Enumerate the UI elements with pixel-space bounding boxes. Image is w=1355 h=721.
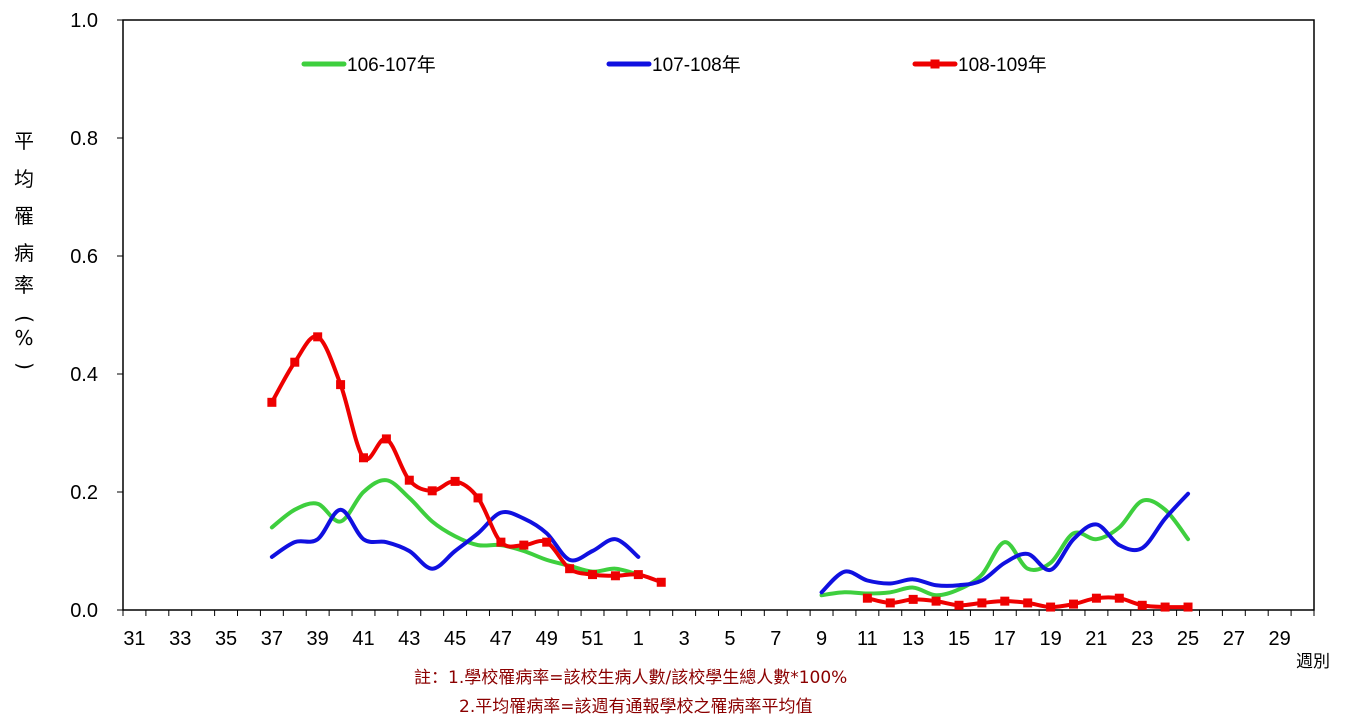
x-tick-label: 39	[307, 628, 329, 650]
x-tick-label: 35	[215, 628, 237, 650]
x-tick-label: 23	[1131, 628, 1153, 650]
data-point	[381, 434, 391, 444]
plot-area	[122, 19, 1315, 611]
data-point	[885, 598, 895, 608]
legend-item: 106-107年	[301, 54, 436, 76]
data-point	[954, 600, 964, 610]
data-point	[1183, 602, 1193, 612]
data-point	[450, 476, 460, 486]
data-point	[1023, 598, 1033, 608]
x-tick-label: 29	[1269, 628, 1291, 650]
x-axis-title: 週別	[1296, 652, 1330, 672]
x-tick-label: 37	[261, 628, 283, 650]
x-tick-label: 45	[444, 628, 466, 650]
x-tick-label: 19	[1039, 628, 1061, 650]
series-3	[267, 332, 1193, 612]
data-point	[1091, 593, 1101, 603]
x-tick-label: 17	[994, 628, 1016, 650]
x-tick-label: 5	[724, 628, 735, 650]
x-tick-label: 43	[398, 628, 420, 650]
x-tick-label: 13	[902, 628, 924, 650]
legend-label: 106-107年	[347, 54, 436, 76]
data-point	[1137, 600, 1147, 610]
x-tick-label: 21	[1085, 628, 1107, 650]
data-point	[633, 570, 643, 580]
y-tick-label: 0.4	[70, 364, 98, 386]
series-layer	[267, 332, 1193, 612]
data-point	[358, 453, 368, 463]
series-1	[269, 478, 1191, 598]
x-tick-label: 1	[633, 628, 644, 650]
data-point	[473, 493, 483, 503]
y-axis-title-char: 罹	[14, 204, 34, 228]
y-axis-title-char: 均	[14, 167, 34, 191]
y-axis-title-char: 平	[14, 129, 34, 153]
legend-marker	[930, 59, 940, 69]
data-point	[862, 593, 872, 603]
x-tick-label: 25	[1177, 628, 1199, 650]
data-point	[1000, 596, 1010, 606]
series-line	[819, 491, 1191, 595]
legend-label: 108-109年	[958, 54, 1047, 76]
x-tick-label: 9	[816, 628, 827, 650]
data-point	[542, 537, 552, 547]
data-point	[336, 380, 346, 390]
series-line	[269, 478, 641, 577]
x-tick-label: 11	[857, 628, 878, 650]
x-tick-label: 27	[1223, 628, 1245, 650]
data-point	[610, 571, 620, 581]
data-point	[496, 537, 506, 547]
legend-item: 107-108年	[606, 54, 741, 76]
legend-label: 107-108年	[652, 54, 741, 76]
data-point	[1114, 593, 1124, 603]
data-point	[1046, 602, 1056, 612]
data-point	[908, 594, 918, 604]
x-axis-ticks: 31 33 35 37 39 41 43 45 47 49 51 1 3 5 7 9 11 13 15 17 19 21 2…	[122, 610, 1315, 650]
x-tick-label: 3	[679, 628, 690, 650]
legend-item: 108-109年	[912, 54, 1047, 76]
y-tick-label: 0.2	[70, 482, 98, 504]
data-point	[404, 475, 414, 485]
series-2	[269, 491, 1191, 595]
y-axis-title-char: 病	[14, 241, 34, 265]
note-line-2: 2.平均罹病率=該週有通報學校之罹病率平均值	[459, 697, 812, 717]
data-point	[977, 598, 987, 608]
y-axis-title-char: )	[13, 362, 37, 370]
note-line-1: 註：1.學校罹病率=該校生病人數/該校學生總人數*100%	[414, 668, 847, 688]
y-axis-title: 平均罹病率 (%)	[13, 129, 37, 370]
y-axis-title-char: %	[14, 326, 33, 350]
x-tick-label: 7	[770, 628, 781, 650]
data-point	[313, 332, 323, 342]
y-tick-label: 0.0	[70, 600, 98, 622]
data-point	[565, 564, 575, 574]
data-point	[427, 486, 437, 496]
y-axis-title-char: 率	[14, 273, 34, 297]
y-tick-label: 1.0	[70, 10, 98, 32]
y-axis-ticks: 0.0 0.2 0.4 0.6 0.8 1.0	[70, 10, 123, 622]
data-point	[519, 540, 529, 550]
series-line	[819, 498, 1191, 598]
x-tick-label: 33	[169, 628, 191, 650]
y-tick-label: 0.8	[70, 128, 98, 150]
data-point	[931, 596, 941, 606]
data-point	[290, 357, 300, 367]
x-tick-label: 47	[490, 628, 512, 650]
data-point	[267, 397, 277, 407]
x-tick-label: 41	[352, 628, 374, 650]
x-tick-label: 15	[948, 628, 970, 650]
legend: 106-107年 107-108年 108-109年	[301, 54, 1047, 76]
data-point	[656, 577, 666, 587]
data-point	[1160, 602, 1170, 612]
y-tick-label: 0.6	[70, 246, 98, 268]
data-point	[588, 570, 598, 580]
y-axis-title-char: (	[13, 315, 37, 323]
series-line	[269, 507, 641, 571]
x-tick-label: 51	[581, 628, 603, 650]
x-tick-label: 31	[123, 628, 145, 650]
x-tick-label: 49	[536, 628, 558, 650]
data-point	[1069, 599, 1079, 609]
